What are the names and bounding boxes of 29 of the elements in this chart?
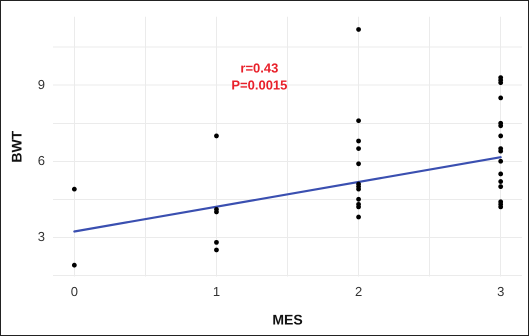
point: [356, 196, 361, 202]
y-tick-label: 3: [38, 228, 46, 244]
annotation: r=0.43: [240, 60, 278, 76]
annotation: P=0.0015: [231, 77, 288, 92]
point: [214, 134, 219, 138]
point: [498, 179, 504, 184]
y-axis-title: BWT: [8, 130, 24, 163]
point: [356, 27, 361, 32]
point: [356, 118, 361, 124]
point: [498, 134, 504, 138]
point: [356, 161, 361, 166]
point: [72, 186, 77, 192]
point: [498, 172, 504, 176]
point: [214, 240, 219, 245]
point: [498, 158, 504, 164]
point: [356, 214, 361, 220]
x-tick-label: 0: [70, 284, 78, 299]
point: [214, 248, 219, 252]
x-tick-label: 2: [354, 284, 362, 299]
point: [498, 96, 504, 100]
point: [498, 184, 504, 190]
y-tick-label: 6: [38, 152, 46, 168]
point: [356, 146, 361, 151]
y-tick-label: 9: [38, 76, 46, 92]
point: [72, 262, 77, 268]
x-tick-label: 1: [212, 284, 220, 299]
x-tick-label: 3: [497, 284, 504, 299]
x-axis-title: MES: [272, 311, 303, 328]
point: [356, 138, 361, 144]
